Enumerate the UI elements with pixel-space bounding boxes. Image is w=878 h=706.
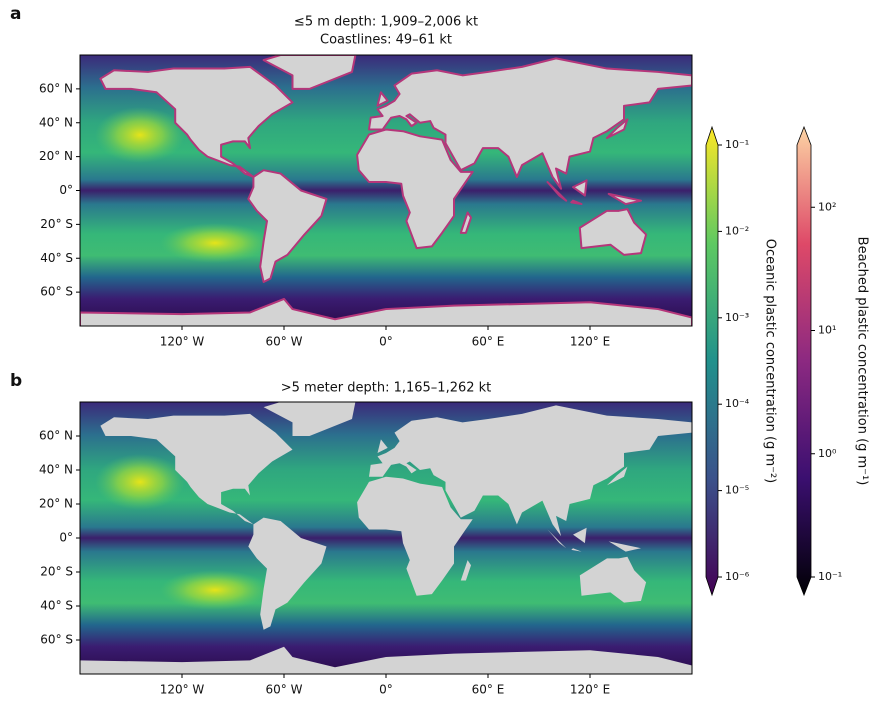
panel-title: ≤5 m depth: 1,909–2,006 kt (294, 15, 478, 30)
x-tick-label: 120° W (160, 683, 205, 697)
y-tick-label: 20° S (40, 217, 73, 231)
colorbar-tick-label: 10² (818, 200, 836, 213)
x-tick-label: 120° W (160, 335, 205, 349)
colorbar-tick-label: 10⁻² (725, 224, 749, 237)
y-tick-label: 20° S (40, 565, 73, 579)
x-tick-label: 60° W (266, 683, 303, 697)
y-tick-label: 60° S (40, 285, 73, 299)
colorbar-tick-label: 10⁻³ (725, 311, 749, 324)
y-tick-label: 40° N (39, 463, 73, 477)
y-tick-label: 60° S (40, 633, 73, 647)
map-a (80, 55, 692, 326)
colorbar-tick-label: 10⁻¹ (725, 138, 749, 151)
panel-title: >5 meter depth: 1,165–1,262 kt (281, 381, 492, 396)
x-tick-label: 0° (379, 683, 393, 697)
y-tick-label: 0° (59, 531, 73, 545)
y-tick-label: 60° N (39, 81, 73, 95)
y-tick-label: 20° N (39, 497, 73, 511)
x-tick-label: 0° (379, 335, 393, 349)
colorbar-tick-label: 10⁻⁶ (725, 570, 750, 583)
x-tick-label: 60° W (266, 335, 303, 349)
x-tick-label: 60° E (472, 683, 505, 697)
colorbar-tick-label: 10⁰ (818, 447, 837, 460)
colorbar-label: Oceanic plastic concentration (g m⁻²) (763, 239, 778, 484)
colorbar (705, 125, 719, 597)
panel-label: a (10, 4, 21, 24)
colorbar-tick-label: 10¹ (818, 324, 836, 337)
y-tick-label: 0° (59, 183, 73, 197)
panel-subtitle: Coastlines: 49–61 kt (320, 33, 452, 48)
x-tick-label: 60° E (472, 335, 505, 349)
colorbar-tick-label: 10⁻¹ (818, 570, 842, 583)
gyre (95, 454, 185, 510)
x-tick-label: 120° E (570, 335, 610, 349)
map-b (80, 402, 692, 674)
colorbar-label: Beached plastic concentration (g m⁻¹) (855, 237, 870, 486)
y-tick-label: 60° N (39, 429, 73, 443)
y-tick-label: 40° S (40, 251, 73, 265)
x-tick-label: 120° E (570, 683, 610, 697)
gyre (95, 107, 185, 163)
y-tick-label: 20° N (39, 149, 73, 163)
panel-label: b (10, 371, 22, 391)
gyre (160, 570, 270, 610)
y-tick-label: 40° S (40, 599, 73, 613)
colorbar (796, 125, 812, 597)
y-tick-label: 40° N (39, 115, 73, 129)
colorbar-tick-label: 10⁻⁵ (725, 484, 749, 497)
colorbar-tick-label: 10⁻⁴ (725, 397, 750, 410)
gyre (160, 223, 270, 263)
